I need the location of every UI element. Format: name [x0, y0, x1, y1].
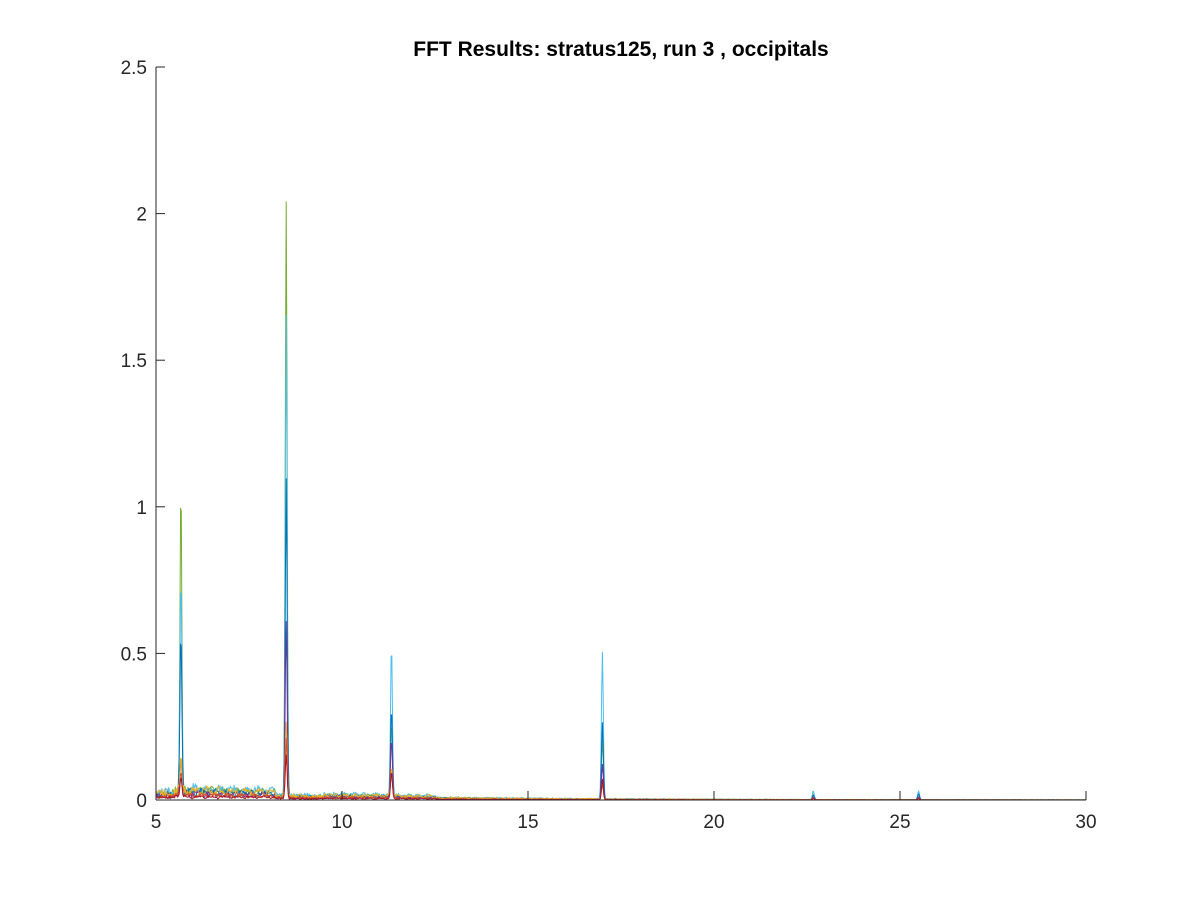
axes-layer: 5 10 15 20 25 30 0 0.5 1 1.5 2 2.5	[121, 58, 1097, 833]
x-tick-label: 15	[517, 812, 538, 833]
x-tick-label: 20	[703, 812, 724, 833]
series-line-2	[156, 315, 1086, 800]
series-line-4	[156, 621, 1086, 800]
x-tick-label: 5	[151, 812, 162, 833]
series-line-3	[156, 479, 1086, 800]
y-tick-label: 2	[136, 205, 147, 226]
series-line-5	[156, 722, 1086, 800]
series-layer	[156, 202, 1086, 800]
x-tick-label: 30	[1075, 812, 1096, 833]
series-line-1	[156, 202, 1086, 800]
y-tick-label: 1	[136, 498, 147, 519]
y-tick-label: 0.5	[121, 644, 147, 665]
y-tick-label: 0	[136, 791, 147, 812]
y-tick-label: 1.5	[121, 351, 147, 372]
y-tick-label: 2.5	[121, 58, 147, 79]
x-tick-label: 10	[331, 812, 352, 833]
series-line-7	[156, 755, 1086, 800]
series-line-6	[156, 738, 1086, 800]
x-tick-label: 25	[889, 812, 910, 833]
chart-title: FFT Results: stratus125, run 3 , occipit…	[156, 38, 1086, 62]
